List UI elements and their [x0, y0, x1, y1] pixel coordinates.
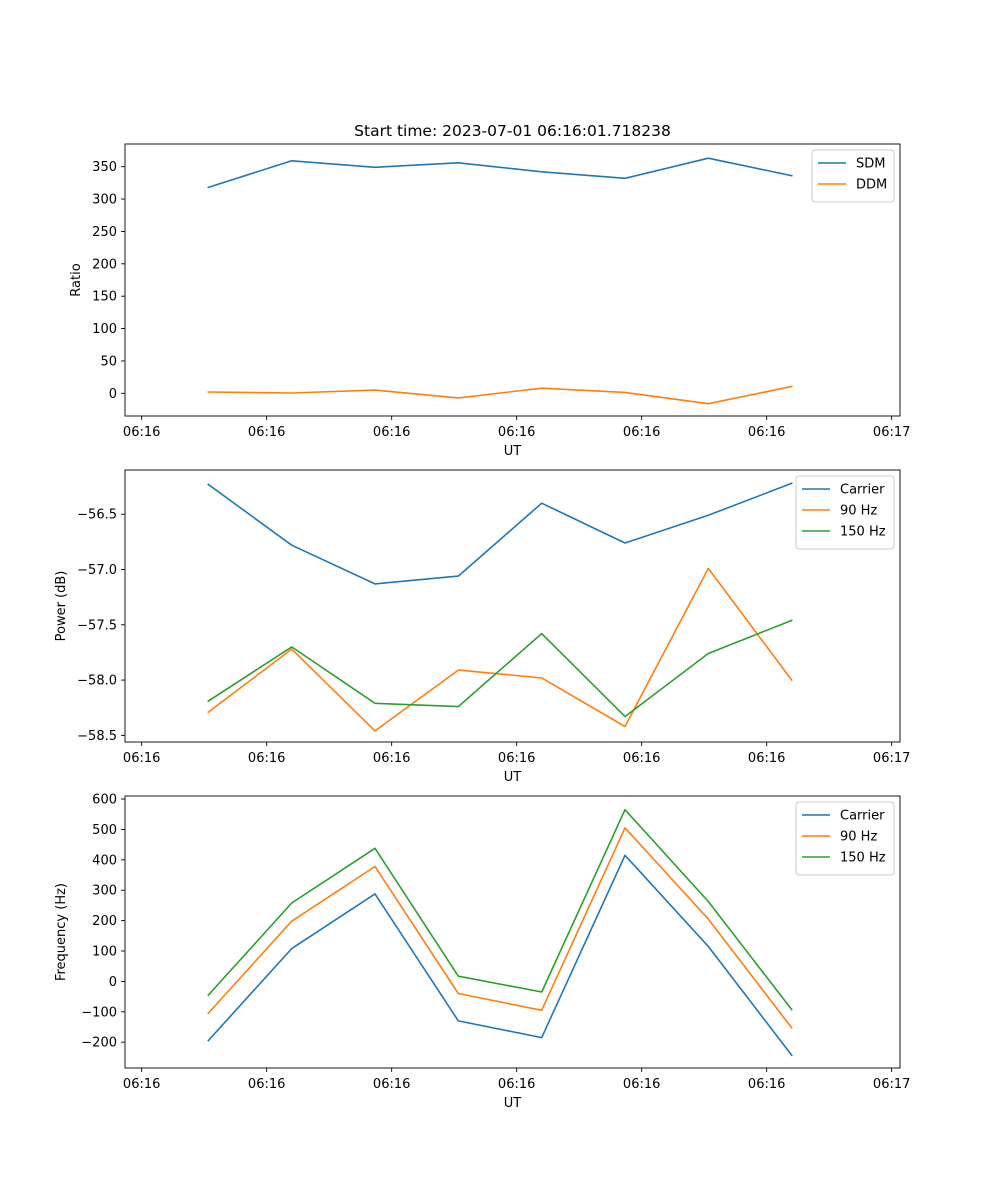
chart-panel-2: 06:16 06:16 06:16 06:16 06:16 06:16 06:17 −58.5…	[54, 469, 910, 785]
legend-label: Carrier	[840, 809, 885, 824]
x-tick-label: 06:16	[248, 1077, 285, 1092]
legend-label: DDM	[856, 178, 887, 193]
x-tick-label: 06:16	[748, 1077, 785, 1092]
plot-frame	[124, 795, 901, 1069]
x-axis-label: UT	[504, 444, 522, 459]
legend-label: 90 Hz	[840, 830, 877, 845]
y-axis-label: Ratio	[69, 263, 84, 296]
y-tick-label: 150	[92, 290, 117, 305]
legend-label: SDM	[856, 157, 885, 172]
legend-label: 150 Hz	[840, 525, 886, 540]
plot-frame	[124, 143, 901, 417]
y-tick-label: 350	[92, 160, 117, 175]
chart-panel-1: Start time: 2023-07-01 06:16:01.718238 06…	[69, 122, 910, 459]
y-tick-label: 300	[92, 884, 117, 899]
x-tick-label: 06:16	[498, 1077, 535, 1092]
x-axis-label: UT	[504, 770, 522, 785]
series-line-90-hz	[207, 567, 793, 732]
y-tick-label: −56.5	[77, 508, 117, 523]
y-tick-label: −58.5	[77, 729, 117, 744]
x-tick-label: 06:16	[123, 751, 160, 766]
y-tick-label: 50	[100, 354, 117, 369]
x-tick-label: 06:16	[248, 751, 285, 766]
y-tick-label: 100	[92, 322, 117, 337]
legend-label: 90 Hz	[840, 504, 877, 519]
y-tick-label: 500	[92, 823, 117, 838]
y-tick-label: 200	[92, 914, 117, 929]
series-line-carrier	[207, 482, 793, 585]
series-line-sdm	[207, 157, 793, 189]
x-tick-label: 06:17	[873, 751, 910, 766]
chart-title: Start time: 2023-07-01 06:16:01.718238	[354, 122, 671, 140]
x-tick-label: 06:16	[373, 1077, 410, 1092]
y-tick-label: 200	[92, 257, 117, 272]
x-tick-label: 06:16	[123, 1077, 160, 1092]
y-tick-label: −58.0	[77, 674, 117, 689]
y-tick-label: −200	[81, 1036, 117, 1051]
series-line-150-hz	[207, 808, 793, 1011]
y-tick-label: 250	[92, 225, 117, 240]
x-axis-label: UT	[504, 1096, 522, 1111]
chart-panel-3: 06:16 06:16 06:16 06:16 06:16 06:16 06:17 −200 −…	[54, 793, 910, 1111]
series-line-150-hz	[207, 619, 793, 718]
legend-label: 150 Hz	[840, 851, 886, 866]
x-tick-label: 06:16	[248, 425, 285, 440]
x-tick-label: 06:16	[498, 751, 535, 766]
y-tick-label: −57.0	[77, 563, 117, 578]
y-axis-label: Frequency (Hz)	[54, 883, 69, 981]
y-tick-label: 400	[92, 853, 117, 868]
y-tick-label: 0	[109, 387, 117, 402]
y-tick-label: 600	[92, 793, 117, 808]
x-tick-label: 06:16	[373, 751, 410, 766]
x-tick-label: 06:17	[873, 425, 910, 440]
x-tick-label: 06:16	[623, 1077, 660, 1092]
x-tick-label: 06:16	[748, 425, 785, 440]
y-tick-label: −100	[81, 1005, 117, 1020]
series-line-carrier	[207, 854, 793, 1057]
y-tick-label: 300	[92, 193, 117, 208]
x-tick-label: 06:16	[623, 751, 660, 766]
x-tick-label: 06:16	[373, 425, 410, 440]
series-line-90-hz	[207, 827, 793, 1030]
x-tick-label: 06:16	[498, 425, 535, 440]
y-tick-label: 0	[109, 975, 117, 990]
x-tick-label: 06:16	[123, 425, 160, 440]
y-axis-label: Power (dB)	[54, 571, 69, 642]
series-line-ddm	[207, 385, 793, 405]
y-tick-label: −57.5	[77, 618, 117, 633]
x-tick-label: 06:17	[873, 1077, 910, 1092]
plot-frame	[124, 469, 901, 743]
y-tick-label: 100	[92, 944, 117, 959]
x-tick-label: 06:16	[623, 425, 660, 440]
x-tick-label: 06:16	[748, 751, 785, 766]
legend-label: Carrier	[840, 483, 885, 498]
